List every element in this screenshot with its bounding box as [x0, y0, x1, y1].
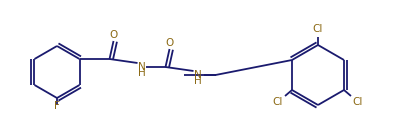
Text: H: H [137, 68, 145, 78]
Text: N: N [137, 62, 145, 72]
Text: Cl: Cl [313, 24, 323, 34]
Text: F: F [54, 101, 60, 111]
Text: Cl: Cl [353, 97, 363, 107]
Text: H: H [194, 76, 201, 86]
Text: O: O [109, 30, 118, 40]
Text: O: O [166, 38, 174, 48]
Text: N: N [194, 70, 201, 80]
Text: Cl: Cl [273, 97, 283, 107]
